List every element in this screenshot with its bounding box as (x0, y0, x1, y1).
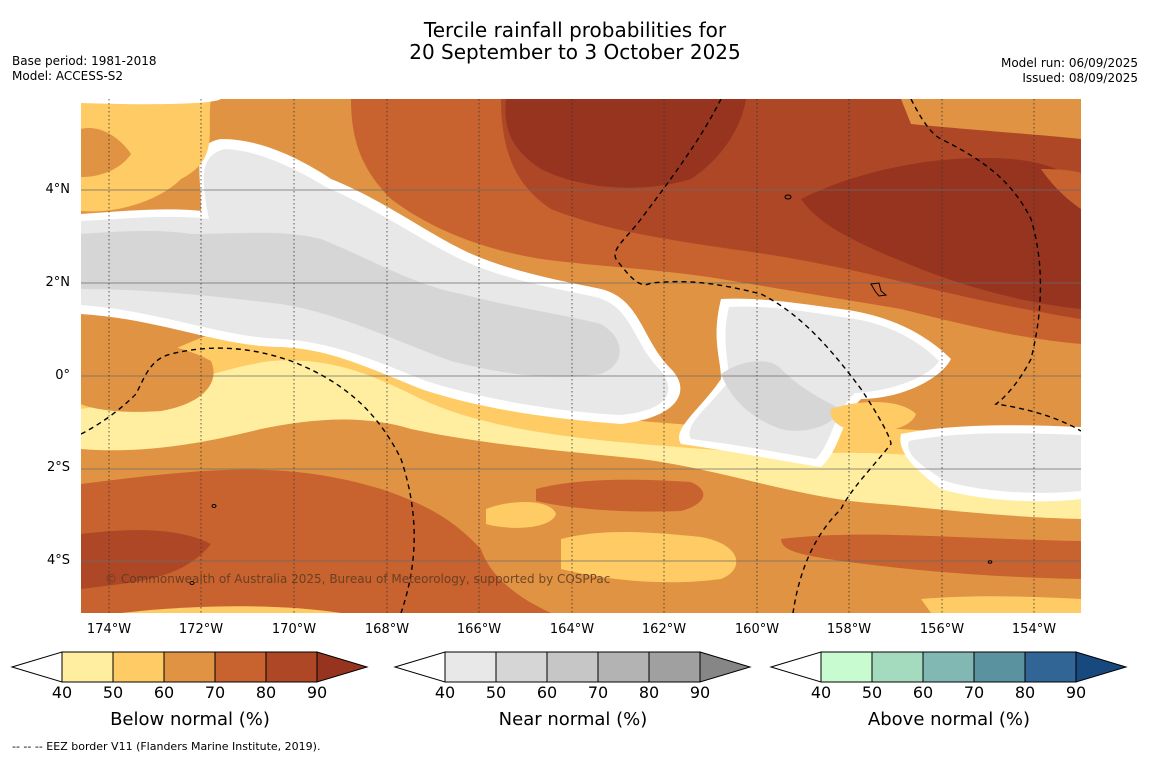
lon-label-156w: 156°W (919, 622, 965, 637)
region-south-mid-patch (536, 479, 704, 512)
model-name: Model: ACCESS-S2 (12, 69, 124, 83)
region-bottom-strip (121, 606, 341, 613)
legend-above-tick: 50 (861, 683, 883, 702)
region-ne-corner-orange (901, 99, 1081, 139)
legend-colorbars (10, 651, 1128, 683)
lon-label-166w: 166°W (456, 622, 502, 637)
legend-near-tick: 80 (638, 683, 660, 702)
base-period: Base period: 1981-2018 (12, 54, 157, 68)
eez-borders (81, 99, 1081, 613)
island-4 (189, 581, 195, 585)
lon-label-172w: 172°W (178, 622, 224, 637)
island-2 (870, 282, 888, 297)
legend-below-tick: 80 (255, 683, 277, 702)
legend-above-tick: 90 (1065, 683, 1087, 702)
model-run: Model run: 06/09/2025 (1000, 56, 1138, 70)
title-line-1: Tercile rainfall probabilities for (423, 18, 727, 42)
legend-above-tick: 80 (1014, 683, 1036, 702)
island-3 (211, 504, 217, 508)
region-south-yellow (561, 532, 737, 583)
region-west-top-white (81, 99, 221, 105)
lat-label-2n: 2°N (45, 275, 71, 290)
lon-label-164w: 164°W (549, 622, 595, 637)
lat-label-4s: 4°S (46, 553, 70, 568)
meta-right: Model run: 06/09/2025 Issued: 08/09/2025 (1001, 56, 1138, 86)
copyright-notice: © Commonwealth of Australia 2025, Bureau… (105, 572, 611, 586)
legend-above-title: Above normal (%) (867, 709, 1031, 730)
legend-near-tick: 70 (587, 683, 609, 702)
legend-near-title: Near normal (%) (498, 709, 648, 730)
region-south-lower (781, 534, 1081, 579)
map-gridlines (81, 189, 1081, 562)
meta-left: Base period: 1981-2018 Model: ACCESS-S2 (12, 54, 157, 84)
legend-below-tick: 70 (204, 683, 226, 702)
legend-above-tick: 60 (912, 683, 934, 702)
lat-label-4n: 4°N (45, 182, 71, 197)
legend-near-normal-bar (393, 651, 752, 683)
lon-label-158w: 158°W (826, 622, 872, 637)
legend-below-title: Below normal (%) (110, 709, 270, 730)
region-south-band (81, 469, 551, 613)
legend-above-normal-bar (769, 651, 1128, 683)
eez-footnote: -- -- -- EEZ border V11 (Flanders Marine… (12, 740, 321, 753)
lat-label-2s: 2°S (46, 460, 70, 475)
title-line-2: 20 September to 3 October 2025 (409, 40, 741, 64)
legend-below-tick: 90 (306, 683, 328, 702)
region-north-darkest (505, 99, 746, 188)
legend-near-tick: 50 (485, 683, 507, 702)
legend-above-tick: 70 (963, 683, 985, 702)
issued-date: Issued: 08/09/2025 (1022, 71, 1138, 85)
lon-label-162w: 162°W (641, 622, 687, 637)
map-title: Tercile rainfall probabilities for 20 Se… (0, 19, 1150, 63)
region-south-yellow-2 (486, 502, 556, 528)
region-near-east-right (908, 433, 1081, 493)
region-east-bottom (921, 596, 1081, 613)
legend-below-tick: 50 (102, 683, 124, 702)
map-meridians (108, 99, 1035, 613)
lon-label-154w: 154°W (1011, 622, 1057, 637)
region-northeast-darkest (801, 158, 1081, 309)
region-ne-right-edge (1041, 169, 1081, 209)
lon-label-160w: 160°W (734, 622, 780, 637)
region-near-east (689, 306, 939, 459)
legend-below-tick: 60 (153, 683, 175, 702)
lon-label-174w: 174°W (86, 622, 132, 637)
lon-label-170w: 170°W (271, 622, 317, 637)
lat-label-0: 0° (55, 368, 70, 383)
legend-above-tick: 40 (810, 683, 832, 702)
region-west-bulge (81, 338, 214, 412)
islands (189, 194, 993, 585)
rainfall-probability-map (81, 99, 1081, 613)
legend-below-normal-bar (10, 651, 369, 683)
region-west-top-yellow (81, 99, 211, 212)
region-east-yellow-patch (830, 402, 916, 433)
region-near-east-mid (721, 361, 841, 431)
lon-label-168w: 168°W (364, 622, 410, 637)
legend-near-tick: 90 (689, 683, 711, 702)
legend-near-tick: 40 (434, 683, 456, 702)
region-west-top-orange (81, 128, 131, 177)
island-5 (987, 560, 993, 564)
region-south-band-2 (81, 530, 211, 589)
legend-below-tick: 40 (51, 683, 73, 702)
island-1 (784, 194, 792, 200)
region-near-west-mid (81, 230, 620, 377)
legend-near-tick: 60 (536, 683, 558, 702)
